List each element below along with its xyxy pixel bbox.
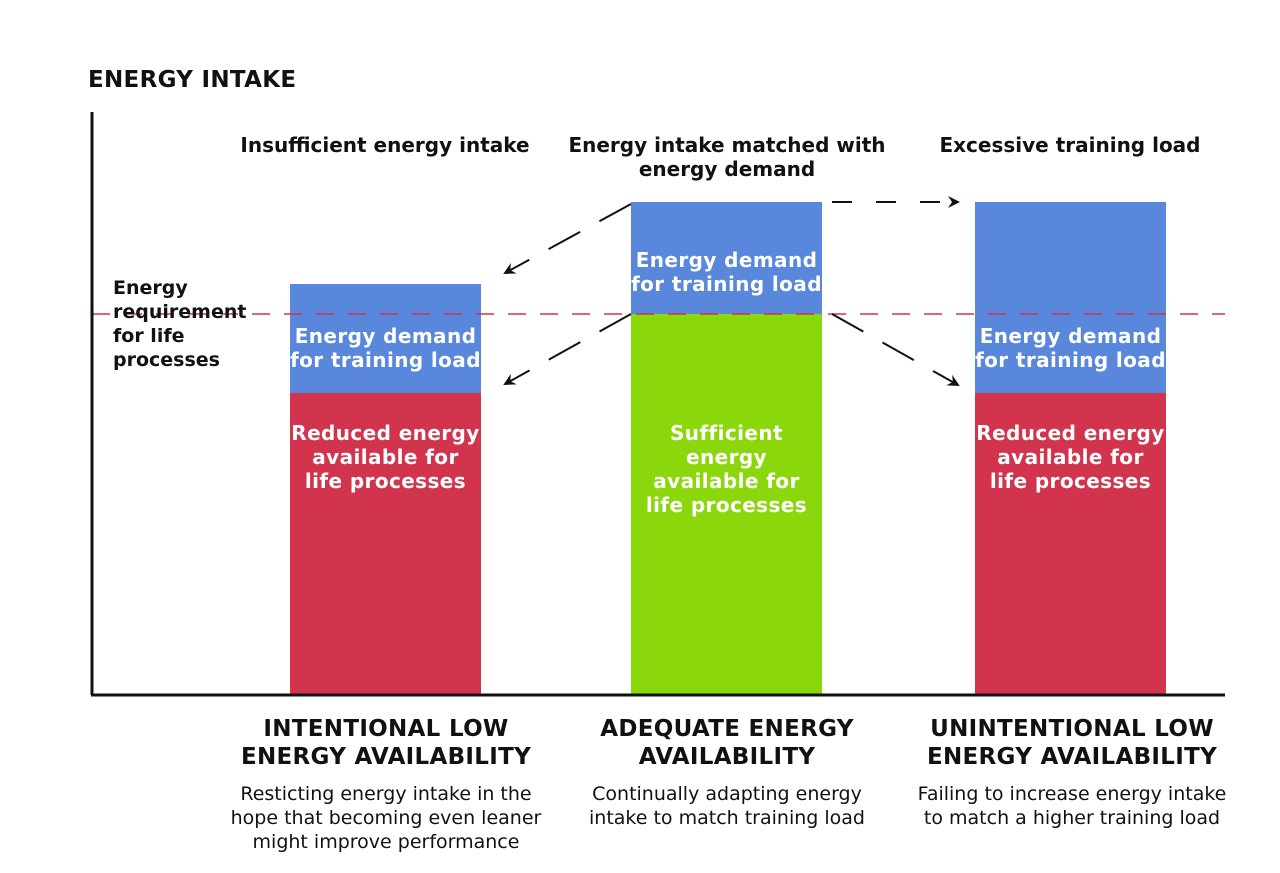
col3-training-label: Energy demand for training load	[975, 324, 1166, 372]
col1-training-label: Energy demand for training load	[290, 324, 481, 372]
arrow-to-col1-top	[503, 203, 632, 274]
col3-category-title: UNINTENTIONAL LOW ENERGY AVAILABILITY	[926, 716, 1218, 770]
axis-title: ENERGY INTAKE	[88, 67, 297, 93]
col2-category-title: ADEQUATE ENERGY AVAILABILITY	[600, 716, 854, 770]
col1-reduced-block	[290, 393, 481, 695]
col3-reduced-label: Reduced energy available for life proces…	[976, 421, 1165, 493]
col3-training-block	[975, 202, 1166, 393]
col2-sufficient-block	[631, 314, 822, 695]
col2-category-description: Continually adapting energy intake to ma…	[589, 783, 865, 829]
col2-top-label: Energy intake matched with energy demand	[568, 133, 886, 181]
arrow-to-col1-bottom	[503, 313, 632, 385]
col2-training-label: Energy demand for training load	[631, 248, 822, 296]
col1-category-title: INTENTIONAL LOW ENERGY AVAILABILITY	[240, 716, 532, 770]
col2-sufficient-label: Sufficient energy available for life pro…	[645, 421, 808, 517]
energy-requirement-label: Energy requirement for life processes	[113, 277, 247, 371]
col1-reduced-label: Reduced energy available for life proces…	[291, 421, 480, 493]
col1-top-label: Insufficient energy intake	[240, 133, 530, 157]
col3-top-label: Excessive training load	[939, 133, 1201, 157]
col1-training-block	[290, 284, 481, 393]
col2-training-block	[631, 202, 822, 314]
col3-reduced-block	[975, 393, 1166, 695]
arrow-to-col3-bottom	[831, 313, 960, 386]
col1-category-description: Resticting energy intake in the hope tha…	[230, 783, 542, 853]
col3-category-description: Failing to increase energy intake to mat…	[917, 783, 1227, 829]
